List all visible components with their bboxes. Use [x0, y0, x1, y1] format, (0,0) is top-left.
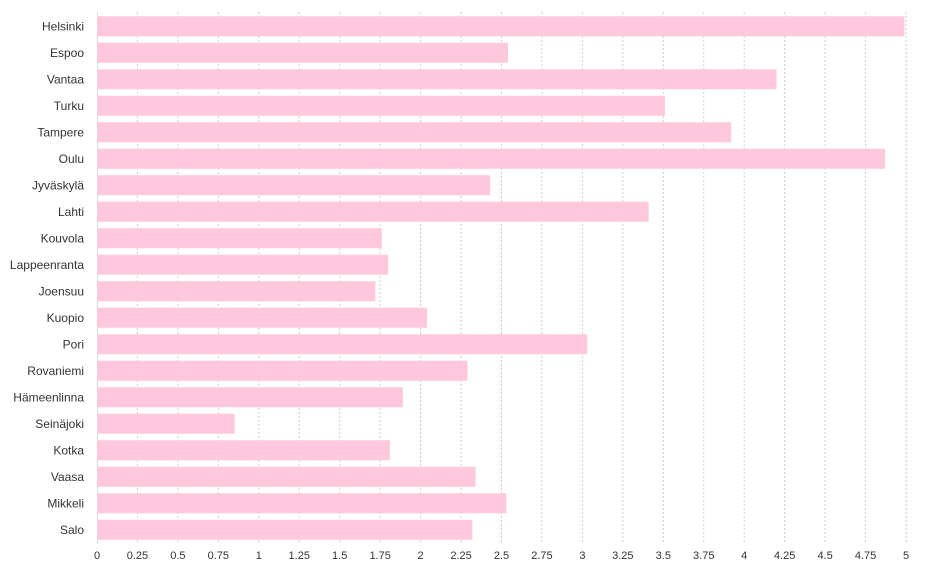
x-tick-label: 0 — [94, 550, 100, 562]
x-tick-label: 4 — [741, 550, 747, 562]
bar-helsinki[interactable] — [97, 16, 905, 37]
x-tick-label: 1.25 — [289, 550, 310, 562]
bar-vantaa[interactable] — [97, 69, 777, 90]
category-label: Joensuu — [39, 284, 84, 298]
x-tick-label: 4.75 — [855, 550, 876, 562]
bar-salo[interactable] — [97, 519, 473, 540]
x-tick-label: 0.25 — [127, 550, 148, 562]
x-tick-label: 3.75 — [693, 550, 714, 562]
bar-vaasa[interactable] — [97, 466, 476, 487]
x-tick-label: 3.25 — [612, 550, 633, 562]
category-label: Vaasa — [51, 470, 84, 484]
category-label: Vantaa — [47, 72, 84, 86]
category-labels: Helsinki Espoo Vantaa Turku Tampere Oulu Jyväs… — [10, 19, 84, 537]
category-label: Jyväskylä — [32, 178, 84, 192]
bar-jyväskylä[interactable] — [97, 175, 491, 196]
category-label: Helsinki — [42, 19, 84, 33]
x-tick-label: 0.5 — [170, 550, 185, 562]
category-label: Kuopio — [47, 311, 85, 325]
category-label: Kotka — [53, 443, 84, 457]
x-tick-label: 2 — [418, 550, 424, 562]
category-label: Seinäjoki — [35, 417, 84, 431]
category-label: Lappeenranta — [10, 258, 84, 272]
category-label: Espoo — [50, 46, 84, 60]
x-tick-label: 1.5 — [332, 550, 347, 562]
category-label: Oulu — [59, 152, 84, 166]
category-label: Hämeenlinna — [13, 390, 84, 404]
category-label: Rovaniemi — [27, 364, 84, 378]
bar-joensuu[interactable] — [97, 281, 376, 302]
x-tick-label: 4.25 — [774, 550, 795, 562]
x-tick-label: 2.75 — [531, 550, 552, 562]
bar-kuopio[interactable] — [97, 307, 428, 328]
bar-pori[interactable] — [97, 334, 588, 355]
x-tick-label: 1 — [256, 550, 262, 562]
bar-lappeenranta[interactable] — [97, 254, 389, 275]
x-tick-label: 5 — [903, 550, 909, 562]
bar-tampere[interactable] — [97, 122, 732, 143]
bar-hämeenlinna[interactable] — [97, 387, 403, 408]
bar-lahti[interactable] — [97, 201, 649, 222]
x-axis-ticks: 0 0.25 0.5 0.75 1 1.25 1.5 1.75 2 2.25 2.5 2.75 3 3.2… — [94, 550, 909, 562]
category-label: Salo — [60, 523, 84, 537]
category-label: Kouvola — [41, 231, 85, 245]
x-tick-label: 3 — [579, 550, 585, 562]
bar-oulu[interactable] — [97, 148, 885, 169]
category-label: Tampere — [37, 125, 84, 139]
category-label: Pori — [63, 337, 84, 351]
gridlines — [97, 12, 907, 544]
x-tick-label: 1.75 — [369, 550, 390, 562]
x-tick-label: 0.75 — [208, 550, 229, 562]
category-label: Turku — [54, 99, 84, 113]
bar-espoo[interactable] — [97, 42, 508, 63]
bar-turku[interactable] — [97, 95, 665, 116]
bar-kotka[interactable] — [97, 440, 390, 461]
category-label: Mikkeli — [47, 496, 84, 510]
x-tick-label: 2.25 — [450, 550, 471, 562]
bar-kouvola[interactable] — [97, 228, 382, 249]
bars — [97, 16, 905, 540]
x-tick-label: 4.5 — [817, 550, 832, 562]
bar-mikkeli[interactable] — [97, 493, 507, 514]
x-tick-label: 3.5 — [656, 550, 671, 562]
category-label: Lahti — [58, 205, 84, 219]
x-tick-label: 2.5 — [494, 550, 509, 562]
bar-rovaniemi[interactable] — [97, 360, 468, 381]
bar-seinäjoki[interactable] — [97, 413, 235, 434]
